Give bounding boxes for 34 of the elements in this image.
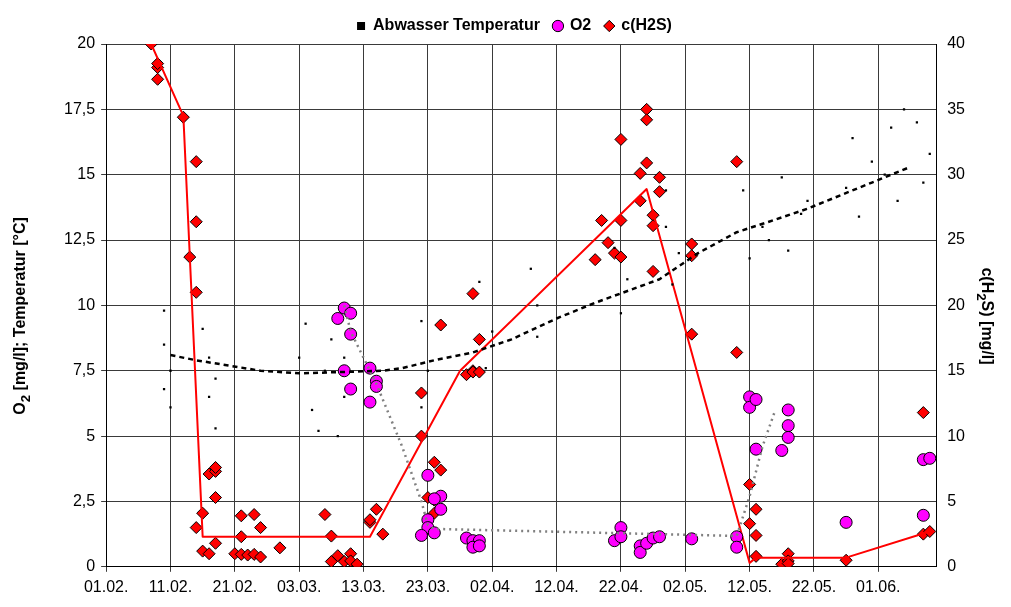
x-tick-label: 22.04. (598, 577, 644, 595)
y-tick-label: 0 (86, 557, 96, 575)
y-tick-label: 10 (77, 295, 96, 313)
y-tick-label: 17,5 (64, 99, 96, 117)
legend-label: O2 (569, 16, 592, 34)
x-tick-label: 22.05. (791, 577, 837, 595)
y2-tick-label: 0 (947, 557, 957, 575)
y2-tick-label: 30 (947, 165, 966, 183)
x-tick-label: 01.02. (83, 577, 129, 595)
legend-label: c(H2S) (621, 16, 672, 34)
y-tick-label: 2,5 (72, 491, 96, 509)
x-tick-label: 02.04. (469, 577, 515, 595)
x-tick-label: 12.05. (727, 577, 772, 595)
y-tick-label: 15 (77, 165, 96, 183)
x-tick-label: 21.02. (212, 577, 258, 595)
y2-tick-label: 5 (947, 491, 957, 509)
x-tick-label: 01.06. (856, 577, 901, 595)
y2-tick-label: 20 (947, 295, 966, 313)
x-tick-label: 13.03. (341, 577, 386, 595)
x-tick-label: 03.03. (276, 577, 322, 595)
x-tick-label: 23.03. (405, 577, 451, 595)
y-tick-label: 12,5 (64, 230, 96, 248)
y-tick-label: 5 (86, 426, 96, 444)
y2-tick-label: 40 (947, 34, 966, 52)
y-tick-label: 20 (77, 34, 96, 52)
y2-tick-label: 25 (947, 230, 966, 248)
x-tick-label: 11.02. (148, 577, 193, 595)
y-tick-label: 7,5 (72, 361, 96, 379)
legend-label: Abwasser Temperatur (373, 16, 540, 34)
y2-tick-label: 15 (947, 361, 966, 379)
y2-tick-label: 10 (947, 426, 966, 444)
x-tick-label: 02.05. (663, 577, 708, 595)
y2-tick-label: 35 (947, 99, 966, 117)
x-tick-label: 12.04. (534, 577, 579, 595)
